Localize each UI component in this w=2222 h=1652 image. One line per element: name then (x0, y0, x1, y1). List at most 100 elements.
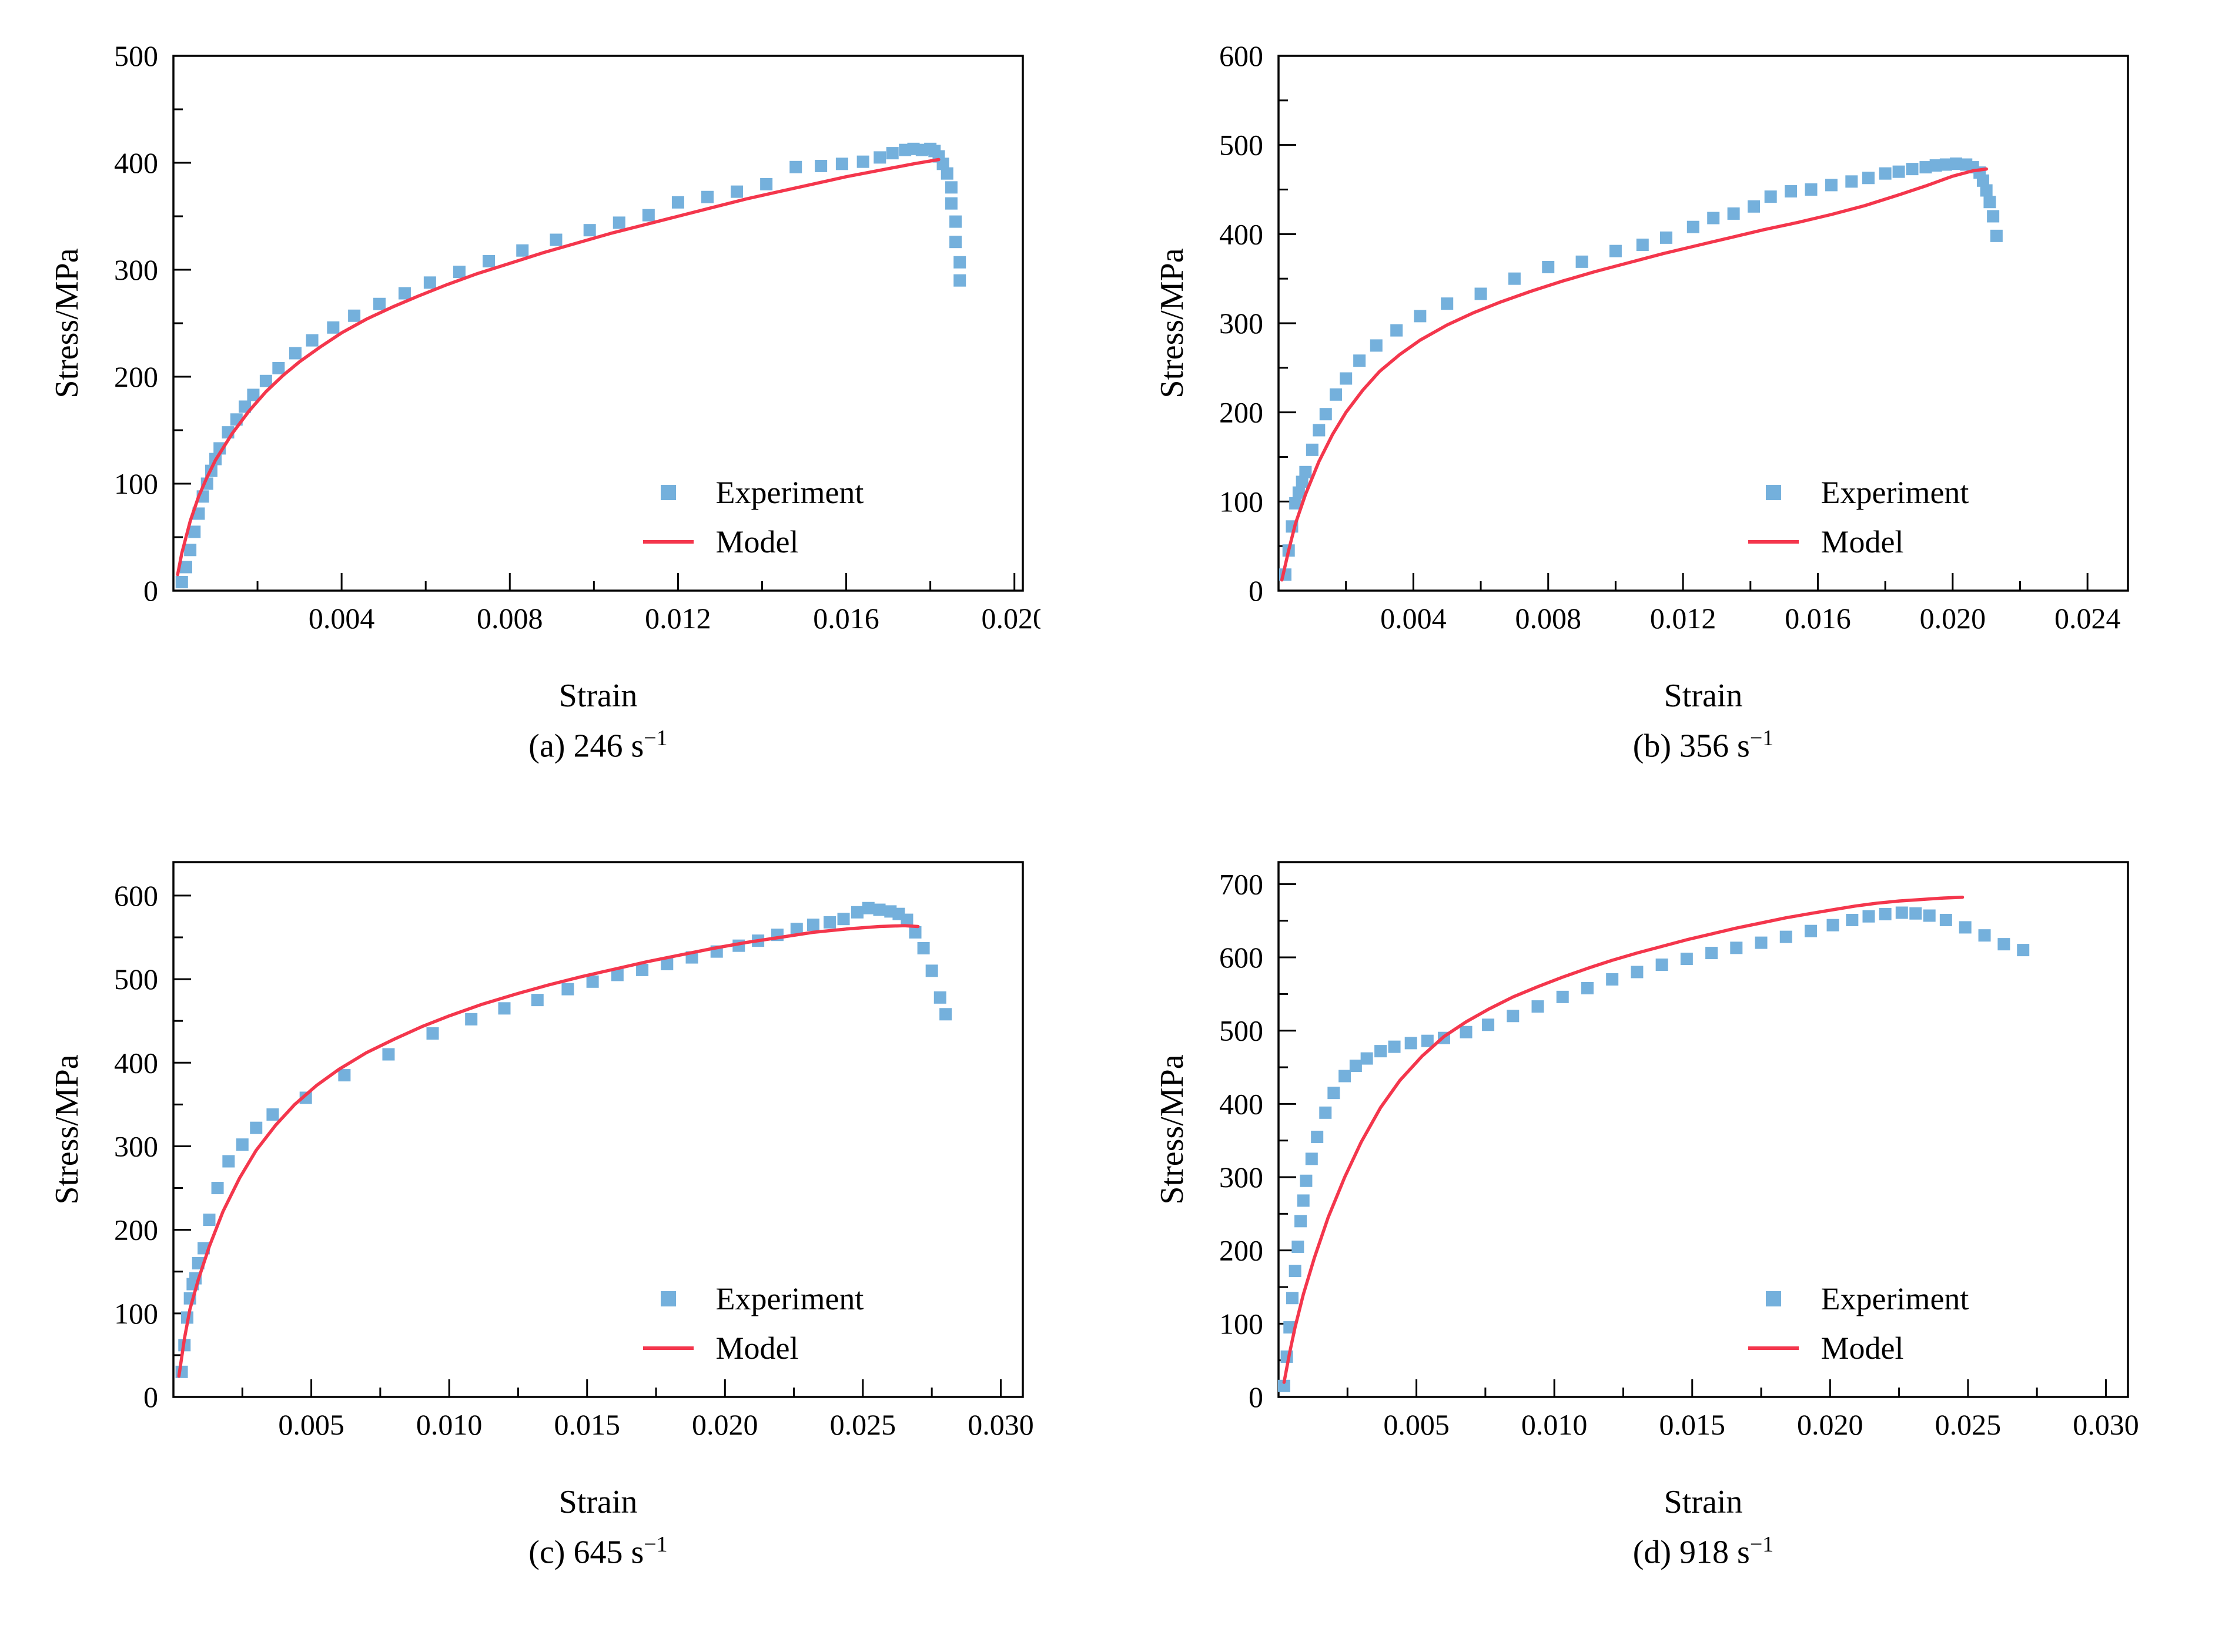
experiment-point (949, 236, 962, 249)
experiment-point (1289, 497, 1302, 510)
legend-item-model: Model (636, 1332, 864, 1364)
chart-canvas: 0.005 0.010 0.015 0.020 0.025 0.030 0 100 200 300… (1154, 860, 2139, 1520)
experiment-point (936, 158, 949, 170)
experiment-point (259, 374, 272, 387)
experiment-point (1360, 1052, 1373, 1065)
caption-a-text: (a) 246 s (528, 728, 644, 765)
experiment-point (1294, 1214, 1307, 1227)
x-tick-label: 0.015 (554, 1408, 620, 1441)
experiment-point (1542, 260, 1555, 273)
chart-c-canvas: 0.005 0.010 0.015 0.020 0.025 0.030 0 100 200 300… (41, 842, 1040, 1523)
experiment-point (925, 964, 938, 977)
caption-d-sup: −1 (1749, 1532, 1774, 1557)
experiment-point (247, 388, 260, 401)
caption-d: (d) 918 s−1 (1279, 1532, 2128, 1571)
x-tick-label: 0.016 (813, 602, 879, 635)
chart-a-canvas: 0.004 0.008 0.012 0.016 0.020 0 100 200 300 400 50… (41, 35, 1040, 717)
chart-d-canvas: 0.005 0.010 0.015 0.020 0.025 0.030 0 100 200 300… (1146, 842, 2146, 1523)
experiment-point (1329, 388, 1342, 401)
experiment-point (184, 544, 197, 557)
model-line-icon (1748, 1346, 1799, 1350)
experiment-point (550, 233, 563, 246)
experiment-point (373, 297, 386, 310)
x-tick-label: 0.015 (1659, 1408, 1725, 1441)
experiment-point (382, 1048, 395, 1061)
y-tick-label: 600 (1219, 39, 1263, 72)
model-line-icon (642, 540, 694, 544)
x-tick-label: 0.008 (1515, 602, 1581, 635)
legend: Experiment Model (1741, 1283, 1969, 1364)
x-axis-label: Strain (559, 1484, 638, 1520)
y-axis-label: Stress/MPa (1154, 248, 1190, 398)
y-tick-label: 0 (143, 574, 158, 607)
experiment-point (188, 525, 201, 538)
x-axis-label: Strain (559, 678, 638, 714)
y-tick-label: 400 (114, 146, 158, 179)
experiment-point (498, 1001, 511, 1014)
experiment-point (289, 347, 302, 360)
experiment-point (661, 957, 674, 970)
experiment-point (886, 147, 899, 160)
y-tick-label: 100 (114, 1296, 158, 1329)
experiment-point (1531, 1000, 1544, 1013)
experiment-point (835, 158, 848, 170)
panel-c: 0.005 0.010 0.015 0.020 0.025 0.030 0 100 200 300… (41, 842, 1040, 1571)
experiment-point (1755, 936, 1768, 949)
experiment-point (453, 266, 466, 279)
experiment-point (1686, 220, 1699, 233)
chart-canvas: 0.004 0.008 0.012 0.016 0.020 0.024 0 100 200 300… (1154, 39, 2129, 714)
experiment-point (1319, 1106, 1332, 1119)
experiment-point (299, 1091, 312, 1104)
experiment-point (837, 912, 850, 925)
x-tick-label: 0.025 (830, 1408, 896, 1441)
legend-label-model: Model (715, 524, 799, 560)
experiment-point (1390, 324, 1403, 337)
experiment-point (179, 561, 192, 574)
experiment-point (1730, 941, 1743, 954)
experiment-point (192, 507, 205, 520)
experiment-point (1983, 196, 1996, 209)
x-tick-label: 0.020 (1797, 1408, 1863, 1441)
x-tick-label: 0.010 (416, 1408, 483, 1441)
experiment-point (1879, 907, 1892, 920)
x-tick-label: 0.005 (278, 1408, 344, 1441)
panel-d: 0.005 0.010 0.015 0.020 0.025 0.030 0 100 200 300… (1146, 842, 2146, 1571)
experiment-points (1277, 906, 2030, 1392)
experiment-point (250, 1121, 263, 1134)
experiment-point (426, 1027, 439, 1040)
experiment-point (1980, 184, 1993, 197)
x-tick-label: 0.016 (1785, 602, 1851, 635)
experiment-point (1581, 981, 1594, 994)
experiment-point (949, 215, 962, 228)
experiment-point (1997, 937, 2010, 950)
experiment-point (1845, 175, 1858, 188)
legend-label-model: Model (1821, 1330, 1904, 1366)
y-tick-label: 100 (1219, 485, 1263, 518)
axis-ticks (173, 55, 1016, 592)
experiment-point (953, 256, 966, 269)
experiment-point (939, 1007, 952, 1020)
legend: Experiment Model (636, 1283, 864, 1364)
caption-a: (a) 246 s−1 (173, 725, 1023, 765)
legend-item-experiment: Experiment (1741, 1283, 1969, 1315)
experiment-marker-icon (1765, 485, 1781, 501)
model-line (176, 158, 941, 577)
legend-label-model: Model (715, 1330, 799, 1366)
experiment-point (1277, 1379, 1290, 1392)
legend-item-model: Model (1741, 526, 1969, 558)
experiment-point (1879, 167, 1892, 180)
experiment-point (1441, 297, 1454, 310)
x-tick-label: 0.010 (1521, 1408, 1588, 1441)
caption-c: (c) 645 s−1 (173, 1532, 1023, 1571)
experiment-point (1727, 207, 1740, 220)
experiment-point (1976, 174, 1989, 187)
x-axis-label: Strain (1664, 678, 1743, 714)
y-tick-label: 100 (114, 467, 158, 500)
experiment-point (790, 922, 803, 935)
experiment-point (1895, 906, 1908, 919)
experiment-point (338, 1068, 351, 1081)
legend-item-model: Model (1741, 1332, 1969, 1364)
y-tick-label: 500 (1219, 129, 1263, 162)
y-tick-label: 0 (143, 1380, 158, 1413)
y-tick-label: 700 (1219, 867, 1263, 900)
